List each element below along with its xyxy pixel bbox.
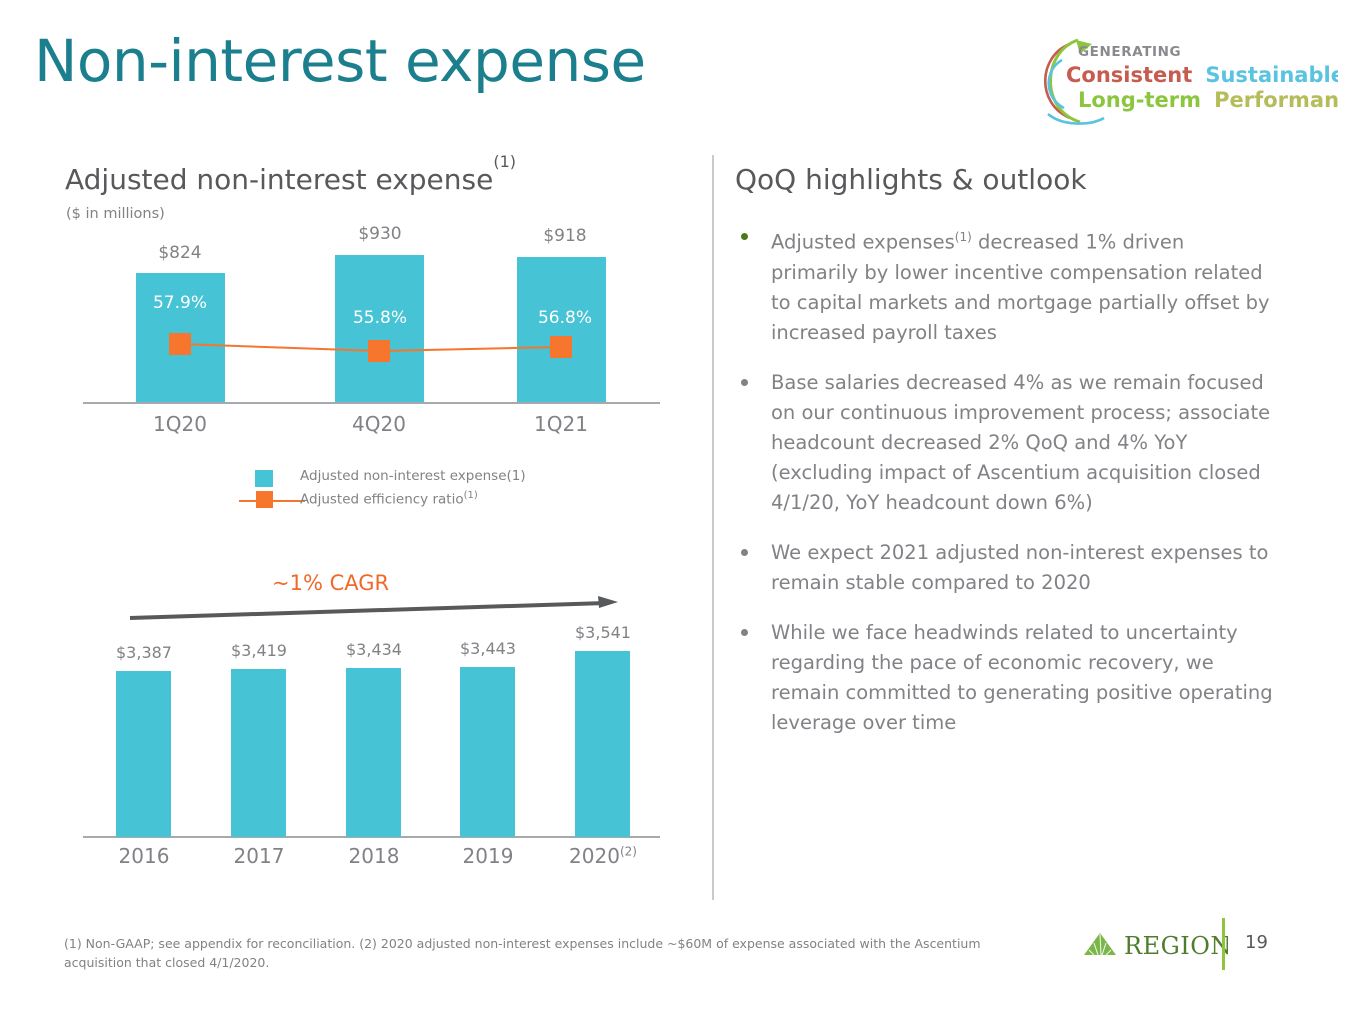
legend-swatch-square-icon: [255, 470, 273, 487]
chart1-value-label-1q20: $824: [158, 243, 202, 263]
chart2-value-label-2019: $3,443: [460, 639, 516, 658]
tagline-performance: Performance: [1214, 88, 1338, 112]
chart2-value-label-2017: $3,419: [231, 641, 287, 660]
legend-item-expense: Adjusted non-interest expense(1): [255, 468, 595, 490]
quarterly-expense-chart: $824 $930 $918 57.9% 55.8% 56.8% 1Q20 4Q…: [65, 224, 675, 445]
chart1-ratio-label-1q21: 56.8%: [537, 308, 592, 328]
chart1-ratio-marker-1q20: [169, 333, 191, 355]
chart1-xtick-4q20: 4Q20: [352, 412, 406, 436]
chart1-legend: Adjusted non-interest expense(1) Adjuste…: [239, 468, 595, 512]
legend-label-ratio-sup: (1): [463, 490, 478, 501]
legend-swatch-marker-icon: [256, 491, 273, 508]
tagline-generating: GENERATING: [1078, 44, 1181, 60]
units-label: ($ in millions): [66, 206, 165, 222]
list-item: Adjusted expenses(1) decreased 1% driven…: [735, 222, 1275, 348]
chart1-ratio-marker-1q21: [550, 336, 572, 358]
left-heading-text: Adjusted non-interest expense: [65, 163, 494, 196]
tagline-logo-svg: GENERATING Consistent Sustainable Long-t…: [1044, 38, 1338, 125]
chart1-xtick-1q21: 1Q21: [534, 412, 588, 436]
right-panel-heading: QoQ highlights & outlook: [735, 163, 1087, 196]
list-item: We expect 2021 adjusted non-interest exp…: [735, 538, 1275, 598]
list-item: While we face headwinds related to uncer…: [735, 618, 1275, 738]
legend-label-expense: Adjusted non-interest expense(1): [300, 468, 526, 484]
list-item: Base salaries decreased 4% as we remain …: [735, 368, 1275, 518]
bullet-text-4: While we face headwinds related to uncer…: [771, 620, 1273, 734]
chart2-xtick-2020-sup: (2): [619, 844, 637, 859]
chart2-value-label-2018: $3,434: [346, 640, 402, 659]
cagr-arrow-shaft: [129, 601, 607, 620]
annual-expense-chart: $3,387 $3,419 $3,434 $3,443 $3,541 2016 …: [65, 620, 675, 870]
chart1-bar-4q20: [335, 255, 424, 402]
chart2-xtick-2019: 2019: [462, 844, 514, 868]
legend-label-ratio-text: Adjusted efficiency ratio: [300, 491, 464, 508]
page-number: 19: [1245, 932, 1268, 953]
chart1-ratio-label-1q20: 57.9%: [152, 293, 207, 313]
logo-arrowhead: [1076, 40, 1092, 54]
logo-arc-green: [1049, 38, 1081, 124]
regions-wordmark: REGIONS: [1124, 932, 1228, 960]
chart1-ratio-label-4q20: 55.8%: [352, 308, 407, 328]
bullet-text-3: We expect 2021 adjusted non-interest exp…: [771, 540, 1269, 594]
chart2-bar-2016: [116, 671, 171, 837]
bullet-text-2: Base salaries decreased 4% as we remain …: [771, 370, 1271, 514]
chart1-baseline-axis: [83, 402, 660, 404]
chart2-bar-2020: [575, 651, 630, 837]
chart1-bar-1q21: [517, 257, 606, 402]
chart1-value-label-1q21: $918: [543, 226, 587, 246]
chart2-bar-2017: [231, 669, 286, 837]
chart2-bar-2018: [346, 668, 401, 837]
tagline-consistent: Consistent: [1066, 63, 1192, 87]
chart2-bar-2019: [460, 667, 515, 837]
left-heading-superscript: (1): [493, 152, 517, 172]
chart2-value-label-2016: $3,387: [116, 643, 172, 662]
logo-arc-blue: [1047, 58, 1065, 110]
bullet-1-sup: (1): [954, 230, 972, 244]
chart2-xtick-2016: 2016: [118, 844, 170, 868]
cagr-arrow-head: [598, 596, 618, 608]
panel-divider: [712, 155, 714, 900]
legend-label-ratio: Adjusted efficiency ratio(1): [300, 490, 478, 508]
chart2-xtick-2020: 2020(2): [538, 844, 668, 868]
tagline-line3: Long-term Performance: [1078, 88, 1338, 112]
chart1-xtick-1q20: 1Q20: [153, 412, 207, 436]
logo-arc-blue2: [1047, 112, 1105, 125]
cagr-arrow-icon: [129, 596, 618, 620]
legend-item-ratio: Adjusted efficiency ratio(1): [239, 490, 595, 512]
left-panel-heading: Adjusted non-interest expense(1): [65, 152, 516, 196]
chart1-ratio-marker-4q20: [368, 340, 390, 362]
bullet-dot-icon: [741, 233, 748, 240]
logo-arc-red: [1044, 42, 1071, 120]
highlights-bullet-list: Adjusted expenses(1) decreased 1% driven…: [735, 222, 1275, 758]
cagr-annotation: ~1% CAGR: [272, 571, 390, 595]
tagline-sustainable: Sustainable: [1205, 63, 1338, 87]
chart2-xtick-2017: 2017: [233, 844, 285, 868]
tagline-line2: Consistent Sustainable: [1066, 63, 1338, 87]
regions-logo: REGIONS: [1084, 932, 1228, 960]
chart2-xtick-2020-text: 2020: [569, 844, 620, 868]
chart1-value-label-4q20: $930: [358, 224, 402, 244]
regions-pyramid-rays: [1088, 933, 1112, 956]
tagline-longterm: Long-term: [1078, 88, 1201, 112]
footnote: (1) Non-GAAP; see appendix for reconcili…: [64, 936, 981, 970]
generating-tagline-logo: GENERATING Consistent Sustainable Long-t…: [1018, 22, 1338, 132]
bullet-text-1: Adjusted expenses(1) decreased 1% driven…: [771, 230, 1270, 344]
bullet-dot-icon: [741, 548, 748, 556]
bullet-dot-icon: [741, 378, 748, 386]
chart2-xtick-2018: 2018: [348, 844, 400, 868]
bullet-dot-icon: [741, 628, 748, 636]
page-number-divider: [1222, 918, 1225, 970]
page-title: Non-interest expense: [34, 27, 646, 95]
chart2-value-label-2020: $3,541: [575, 623, 631, 642]
